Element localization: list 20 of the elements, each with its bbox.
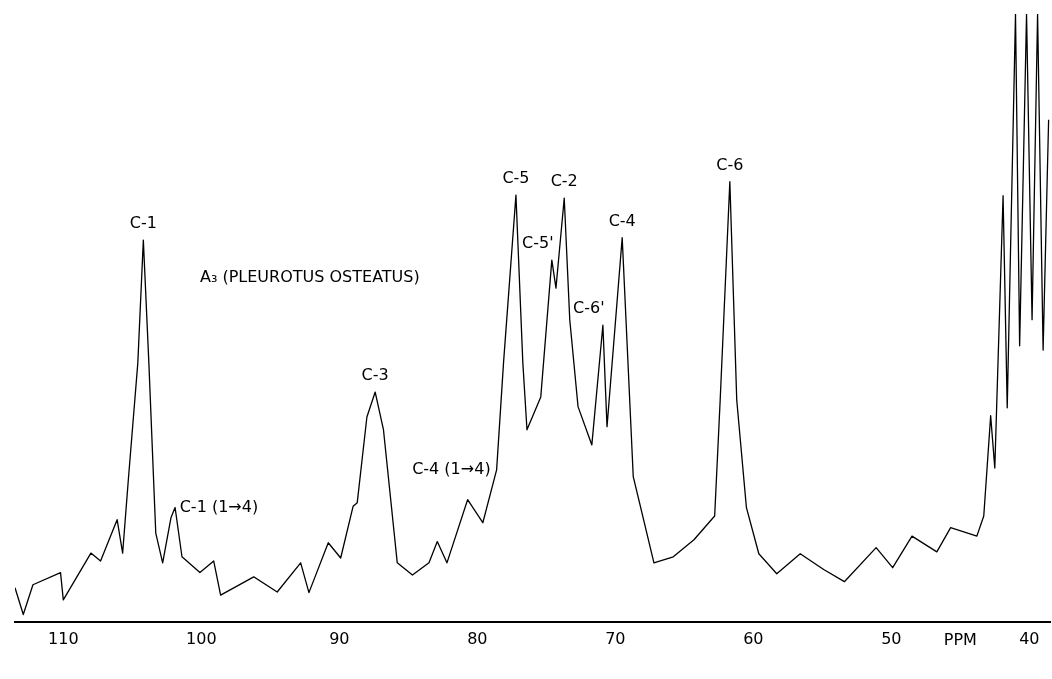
- x-tick-label: 60: [743, 628, 764, 648]
- annotation: C-3: [361, 365, 389, 385]
- x-tick-label: 40: [1019, 628, 1040, 648]
- annotation: C-6': [573, 298, 605, 318]
- annotation: C-1 (1→4): [179, 496, 259, 516]
- annotation: C-4: [608, 210, 636, 230]
- x-tick-label: 100: [186, 628, 217, 648]
- annotation: C-6: [716, 154, 744, 174]
- annotation: C-4 (1→4): [412, 458, 491, 478]
- x-tick-label: 110: [48, 628, 79, 648]
- annotation: C-5': [522, 233, 554, 253]
- annotation: C-5: [502, 168, 530, 188]
- annotation: A₃ (PLEUROTUS OSTEATUS): [200, 267, 420, 286]
- annotation: C-1: [129, 213, 157, 233]
- x-tick-label: 70: [605, 628, 626, 648]
- annotation: C-2: [550, 171, 578, 191]
- x-tick-label: 50: [881, 628, 902, 648]
- x-tick-label: 90: [329, 628, 350, 648]
- x-tick-label: 80: [467, 628, 488, 648]
- x-axis-title: PPM: [943, 629, 977, 649]
